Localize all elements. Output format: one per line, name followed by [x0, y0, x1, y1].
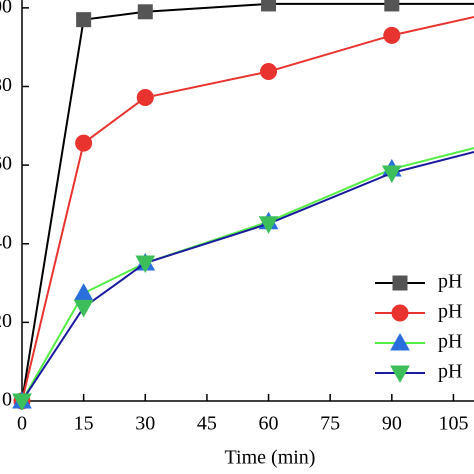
marker	[137, 4, 153, 20]
y-tick-label: 100	[0, 0, 12, 17]
marker	[391, 304, 409, 322]
marker	[136, 88, 154, 106]
marker	[12, 393, 32, 410]
series-line	[21, 16, 474, 402]
legend-label: pH	[438, 361, 462, 383]
x-tick-label: 15	[74, 413, 94, 435]
marker	[384, 0, 400, 12]
marker	[383, 26, 401, 44]
marker	[135, 255, 156, 274]
marker	[261, 0, 277, 12]
marker	[258, 216, 279, 234]
series-line	[21, 147, 474, 402]
marker	[260, 63, 278, 81]
marker	[73, 299, 94, 318]
y-tick-label: 80	[0, 74, 12, 96]
x-tick-label: 30	[135, 413, 155, 435]
series-line	[21, 150, 474, 402]
x-tick-label: 75	[320, 413, 340, 435]
x-tick-label: 105	[438, 413, 468, 435]
x-tick-label: 45	[197, 413, 217, 435]
y-tick-label: 40	[0, 231, 12, 253]
y-tick-label: 20	[0, 310, 12, 332]
x-tick-label: 60	[259, 413, 279, 435]
x-tick-label: 90	[382, 413, 402, 435]
marker	[381, 165, 402, 183]
marker	[390, 365, 410, 384]
x-axis-label: Time (min)	[225, 447, 316, 469]
legend-label: pH	[438, 301, 462, 323]
legend-label: pH	[438, 271, 462, 293]
marker	[392, 275, 408, 291]
marker	[75, 134, 93, 152]
marker	[76, 12, 92, 28]
y-tick-label: 0	[2, 389, 12, 411]
marker	[73, 283, 94, 301]
series-line	[21, 2, 474, 402]
plot-area	[12, 0, 474, 410]
y-tick-label: 60	[0, 153, 12, 175]
x-tick-label: 0	[17, 413, 27, 435]
marker	[390, 332, 410, 351]
legend-label: pH	[438, 331, 462, 353]
